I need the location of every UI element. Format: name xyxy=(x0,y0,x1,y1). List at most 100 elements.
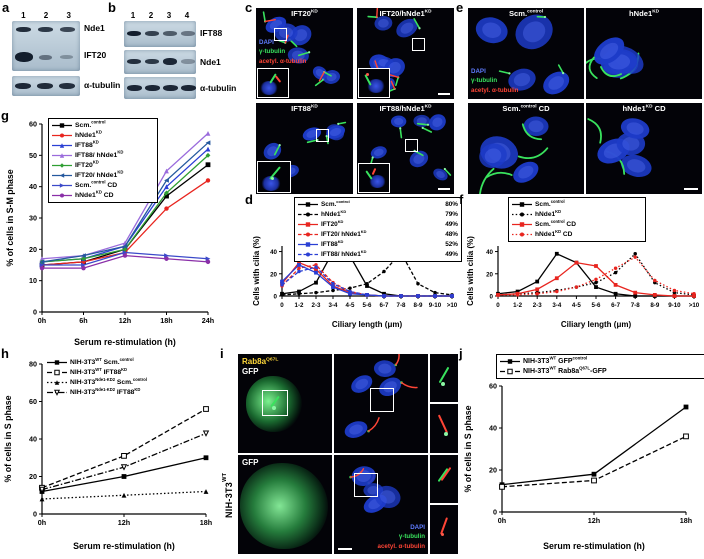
blot-band xyxy=(163,85,178,91)
lane-number: 1 xyxy=(21,11,26,20)
micrograph-title: Scm.control xyxy=(508,8,544,18)
micrograph-ift88-hnde1kd: IFT88/hNde1KD xyxy=(357,103,454,194)
blot-band xyxy=(60,55,73,59)
svg-text:7-8: 7-8 xyxy=(397,302,407,309)
legend-swatch xyxy=(298,252,318,257)
inset-box xyxy=(257,161,291,193)
blot-protein-label: IFT20 xyxy=(84,50,107,60)
scale-bar xyxy=(338,548,352,550)
legend-item: hNde1KD CD xyxy=(52,189,154,200)
lane-number: 3 xyxy=(166,11,172,20)
svg-text:12h: 12h xyxy=(118,518,130,527)
micrograph-rab8a-merge xyxy=(334,354,428,453)
legend-swatch xyxy=(512,212,532,217)
blot-protein-label: Nde1 xyxy=(200,57,221,67)
blot-band xyxy=(38,27,53,32)
svg-text:18h: 18h xyxy=(160,316,172,325)
panel-letter-g: g xyxy=(1,108,9,123)
chart-s-m-phase: 0 10 20 30 40 50 60 0h 6h 12h 18h 24h Serum re-stimu… xyxy=(5,120,214,348)
legend-label: NIH-3T3Nde1-KD2 Scm.control xyxy=(70,376,147,386)
svg-text:0: 0 xyxy=(490,294,494,301)
svg-text:2-3: 2-3 xyxy=(533,302,543,309)
stain-gamma-tubulin-label: γ-tubulin xyxy=(259,48,286,56)
svg-text:Cells with cilia (%): Cells with cilia (%) xyxy=(466,236,475,306)
svg-text:40: 40 xyxy=(489,424,497,433)
blot-band xyxy=(145,59,159,64)
svg-text:5-6: 5-6 xyxy=(363,302,373,309)
blot-membrane xyxy=(124,50,196,74)
blot-band xyxy=(163,31,177,36)
legend-swatch xyxy=(47,360,67,365)
legend-swatch xyxy=(52,163,72,168)
panel-letter-d: d xyxy=(245,192,253,207)
legend-swatch xyxy=(47,389,67,396)
blot-band xyxy=(181,85,196,91)
svg-text:0: 0 xyxy=(280,302,284,309)
blot-band xyxy=(145,85,160,91)
legend-item: hNde1KD CD xyxy=(512,229,642,239)
legend-label: IFT88KD xyxy=(321,238,344,248)
stain-legend: DAPI γ-tubulin acetyl. α-tubulin xyxy=(378,523,425,551)
inset-box xyxy=(257,68,289,98)
micrograph-ift20-hnde1kd: IFT20/hNde1KD xyxy=(357,8,454,99)
blot-band xyxy=(60,27,75,32)
stain-gamma-tubulin-label: γ-tubulin xyxy=(471,77,498,85)
svg-text:Ciliary length (μm): Ciliary length (μm) xyxy=(332,320,403,329)
roi-box xyxy=(370,388,394,412)
svg-text:% of cells in S-M phase: % of cells in S-M phase xyxy=(5,169,15,266)
stain-gamma-tubulin-label: γ-tubulin xyxy=(398,533,425,541)
micro-e11 xyxy=(586,103,702,194)
svg-text:>10: >10 xyxy=(447,302,458,309)
legend-item: Scm.control xyxy=(512,199,642,209)
micrograph-hnde1kd-cd: hNde1KD CD xyxy=(586,103,702,194)
svg-text:12h: 12h xyxy=(588,516,600,525)
svg-text:40: 40 xyxy=(29,182,37,191)
chart-ciliary-length-d: 0 20 40 0 1-2 2-3 3-4 4-5 5-6 6-7 7-8 8-9 9-10 >10 Cil… xyxy=(252,236,458,329)
svg-text:0: 0 xyxy=(33,308,37,317)
blot-membrane xyxy=(12,76,80,96)
legend-label: NIH-3T3WT Scm.control xyxy=(70,356,134,366)
legend-label: IFT20KD xyxy=(75,159,99,169)
legend-swatch xyxy=(298,232,318,237)
micrograph-hnde1kd: hNde1KD xyxy=(586,8,702,99)
blot-band xyxy=(127,59,141,64)
svg-text:0: 0 xyxy=(33,510,37,519)
roi-box xyxy=(354,473,378,497)
svg-text:4-5: 4-5 xyxy=(346,302,356,309)
zoom-inset-3 xyxy=(430,455,458,503)
legend-item: NIH-3T3WT GFPcontrol xyxy=(500,356,702,366)
legend-item: IFT20/ hNde1KD 48% xyxy=(298,229,458,239)
legend-label: Scm.control CD xyxy=(535,218,576,228)
svg-text:Serum re-stimulation (h): Serum re-stimulation (h) xyxy=(543,541,645,551)
legend-swatch xyxy=(500,368,520,375)
blot-protein-label: Nde1 xyxy=(84,23,105,33)
blot-band xyxy=(15,52,33,62)
svg-text:40: 40 xyxy=(270,249,277,256)
micrograph-gfp-merge: DAPI γ-tubulin acetyl. α-tubulin xyxy=(334,455,428,554)
blot-band xyxy=(163,58,177,65)
legend-item: Scm.control 80% xyxy=(298,199,458,209)
lane-number: 3 xyxy=(66,11,71,20)
svg-text:9-10: 9-10 xyxy=(668,302,681,309)
legend-label: hNde1KD CD xyxy=(75,189,114,199)
svg-text:50: 50 xyxy=(29,151,37,160)
legend-swatch xyxy=(47,369,67,376)
legend-swatch xyxy=(512,202,532,207)
svg-text:3-4: 3-4 xyxy=(329,302,339,309)
legend-swatch xyxy=(298,242,318,247)
svg-text:40: 40 xyxy=(29,435,37,444)
legend-chart-j: NIH-3T3WT GFPcontrol NIH-3T3WT Rab8aQ67L-… xyxy=(496,354,704,379)
micrograph-title: IFT88KD xyxy=(291,103,318,113)
svg-text:6h: 6h xyxy=(79,316,87,325)
panel-letter-e: e xyxy=(456,0,464,15)
svg-text:18h: 18h xyxy=(680,516,692,525)
micro-e01 xyxy=(586,8,702,99)
legend-item: IFT20/ hNde1KD xyxy=(52,170,154,180)
svg-text:20: 20 xyxy=(489,466,497,475)
western-blot-panel-a: 1 2 3 Nde1 IFT20 α-tubulin xyxy=(10,11,128,107)
svg-text:4-5: 4-5 xyxy=(572,302,582,309)
svg-text:6-7: 6-7 xyxy=(611,302,621,309)
svg-text:40: 40 xyxy=(486,249,493,256)
legend-item: IFT88/ hNde1KD xyxy=(52,150,154,160)
svg-text:0h: 0h xyxy=(498,516,506,525)
